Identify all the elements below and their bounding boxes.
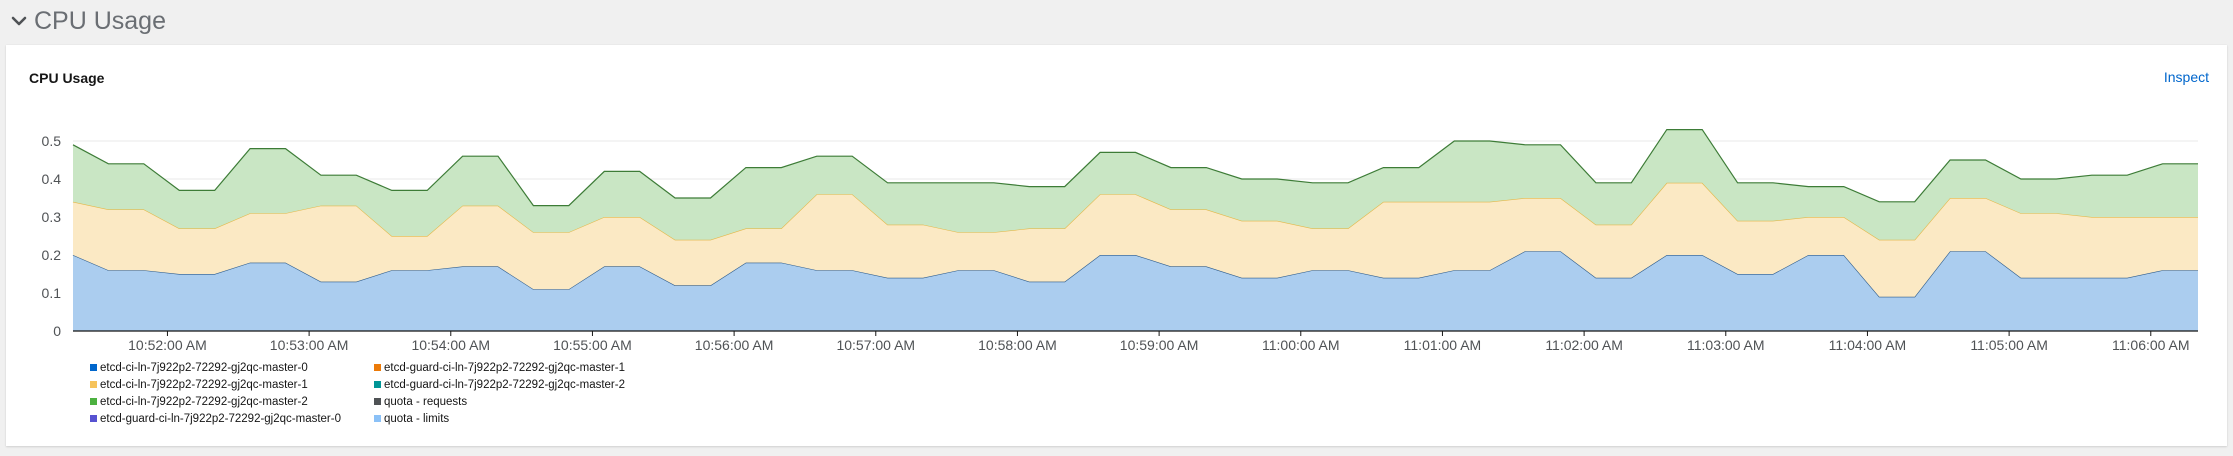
legend-item[interactable]: etcd-guard-ci-ln-7j922p2-72292-gj2qc-mas…: [90, 412, 374, 425]
legend-swatch: [90, 415, 97, 422]
legend-item[interactable]: etcd-ci-ln-7j922p2-72292-gj2qc-master-0: [90, 361, 374, 374]
legend-label: quota - limits: [384, 412, 450, 425]
chevron-down-icon[interactable]: [10, 12, 28, 30]
legend-label: etcd-ci-ln-7j922p2-72292-gj2qc-master-1: [100, 378, 308, 391]
legend-swatch: [374, 364, 381, 371]
x-tick-label: 10:54:00 AM: [411, 337, 490, 353]
legend-swatch: [374, 381, 381, 388]
legend-item[interactable]: quota - requests: [374, 395, 674, 408]
legend-item[interactable]: quota - limits: [374, 412, 674, 425]
legend-swatch: [90, 381, 97, 388]
legend-item[interactable]: etcd-ci-ln-7j922p2-72292-gj2qc-master-2: [90, 395, 374, 408]
x-tick-label: 11:00:00 AM: [1262, 337, 1340, 353]
y-tick-label: 0: [53, 323, 61, 339]
x-tick-label: 11:06:00 AM: [2112, 337, 2190, 353]
y-tick-label: 0.2: [42, 247, 62, 263]
x-tick-label: 11:01:00 AM: [1404, 337, 1482, 353]
series-line-2: [72, 129, 2198, 207]
legend-item[interactable]: etcd-ci-ln-7j922p2-72292-gj2qc-master-1: [90, 378, 374, 391]
x-tick-label: 10:53:00 AM: [270, 337, 349, 353]
legend-label: quota - requests: [384, 395, 468, 408]
cpu-usage-chart: 0 0.1 0.2 0.3 0.4 0.5 10:52:00 AM 10:53:00 AM 10…: [42, 129, 2198, 353]
legend-label: etcd-ci-ln-7j922p2-72292-gj2qc-master-2: [100, 395, 308, 408]
chart-card: CPU Usage Inspect 0 0.1 0.2 0.3 0.4 0.5 10:52:…: [6, 45, 2227, 446]
x-tick-label: 11:05:00 AM: [1970, 337, 2048, 353]
section-title[interactable]: CPU Usage: [34, 7, 166, 35]
series-area-1: [73, 182, 2198, 297]
x-tick-label: 10:56:00 AM: [695, 337, 774, 353]
legend-swatch: [90, 364, 97, 371]
x-tick-label: 10:55:00 AM: [553, 337, 632, 353]
series-area-0: [73, 251, 2198, 331]
x-tick-label: 10:59:00 AM: [1120, 337, 1199, 353]
legend-swatch: [374, 398, 381, 405]
x-tick-label: 10:57:00 AM: [836, 337, 915, 353]
y-tick-label: 0.3: [42, 209, 62, 225]
legend-label: etcd-guard-ci-ln-7j922p2-72292-gj2qc-mas…: [384, 378, 625, 391]
section-header: CPU Usage: [0, 0, 2233, 42]
legend-swatch: [374, 415, 381, 422]
x-tick-label: 10:52:00 AM: [128, 337, 207, 353]
legend-label: etcd-guard-ci-ln-7j922p2-72292-gj2qc-mas…: [100, 412, 341, 425]
legend-label: etcd-guard-ci-ln-7j922p2-72292-gj2qc-mas…: [384, 361, 625, 374]
x-tick-label: 11:04:00 AM: [1829, 337, 1907, 353]
x-tick-label: 10:58:00 AM: [978, 337, 1057, 353]
x-tick-label: 11:02:00 AM: [1545, 337, 1623, 353]
chart-legend: etcd-ci-ln-7j922p2-72292-gj2qc-master-0 e…: [90, 361, 674, 425]
card-title: CPU Usage: [29, 70, 105, 86]
legend-item[interactable]: etcd-guard-ci-ln-7j922p2-72292-gj2qc-mas…: [374, 378, 674, 391]
y-tick-label: 0.5: [42, 133, 62, 149]
legend-swatch: [90, 398, 97, 405]
y-tick-label: 0.4: [42, 171, 62, 187]
x-tick-label: 11:03:00 AM: [1687, 337, 1765, 353]
series-area-2: [73, 129, 2198, 240]
y-tick-label: 0.1: [42, 285, 62, 301]
inspect-link[interactable]: Inspect: [2163, 69, 2209, 85]
legend-label: etcd-ci-ln-7j922p2-72292-gj2qc-master-0: [100, 361, 308, 374]
legend-item[interactable]: etcd-guard-ci-ln-7j922p2-72292-gj2qc-mas…: [374, 361, 674, 374]
